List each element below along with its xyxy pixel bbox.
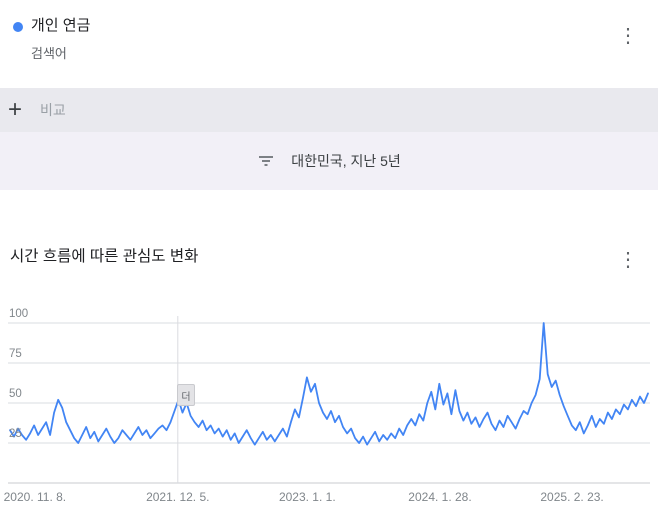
y-axis-label: 25: [9, 428, 22, 440]
x-axis-label: 2020. 11. 8.: [3, 490, 67, 504]
x-axis-label: 2023. 1. 1.: [278, 490, 336, 504]
region-time-filter[interactable]: 대한민국, 지난 5년: [0, 132, 658, 190]
chart-menu-kebab-icon[interactable]: ⋮: [618, 249, 638, 271]
y-axis-label: 100: [9, 308, 29, 320]
interest-over-time-chart[interactable]: 더 25 50 75 100 2020. 11. 8. 2021. 12. 5. 2023.…: [0, 308, 658, 513]
x-axis-label: 2021. 12. 5.: [146, 490, 210, 504]
chart-section-title: 시간 흐름에 따른 관심도 변화: [10, 248, 199, 265]
y-axis-label: 50: [9, 388, 22, 400]
trend-series-line: [9, 322, 649, 446]
x-axis-label: 2024. 1. 28.: [408, 490, 472, 504]
region-time-label: 대한민국, 지난 5년: [291, 153, 401, 169]
term-subtitle: 검색어: [31, 46, 67, 61]
y-axis-label: 75: [9, 348, 22, 360]
x-axis-label: 2025. 2. 23.: [540, 490, 604, 504]
term-title: 개인 연금: [31, 17, 91, 34]
compare-placeholder: 비교: [40, 102, 66, 118]
term-card: 개인 연금 검색어 ⋮: [0, 0, 658, 88]
chart-hover-marker: 더: [177, 384, 195, 406]
filter-icon: [257, 152, 275, 170]
trend-line-svg: [8, 316, 650, 484]
plus-icon: +: [8, 96, 23, 123]
term-color-dot: [13, 22, 23, 32]
term-menu-kebab-icon[interactable]: ⋮: [618, 25, 638, 47]
add-comparison-row[interactable]: + 비교: [0, 88, 658, 132]
